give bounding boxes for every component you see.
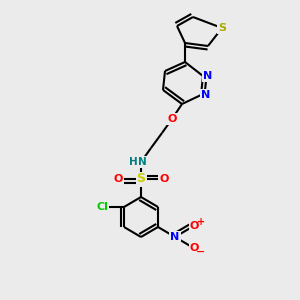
Text: N: N (138, 157, 146, 167)
Text: S: S (218, 23, 226, 33)
Text: O: O (189, 221, 199, 231)
Text: H: H (129, 157, 137, 167)
Text: O: O (189, 243, 199, 253)
Text: N: N (170, 232, 180, 242)
Text: O: O (113, 174, 123, 184)
Text: N: N (203, 71, 213, 81)
Text: O: O (167, 114, 177, 124)
Text: N: N (201, 90, 211, 100)
Text: +: + (197, 217, 205, 227)
Text: −: − (196, 247, 206, 257)
Text: Cl: Cl (96, 202, 108, 212)
Text: S: S (136, 172, 146, 185)
Text: O: O (159, 174, 169, 184)
